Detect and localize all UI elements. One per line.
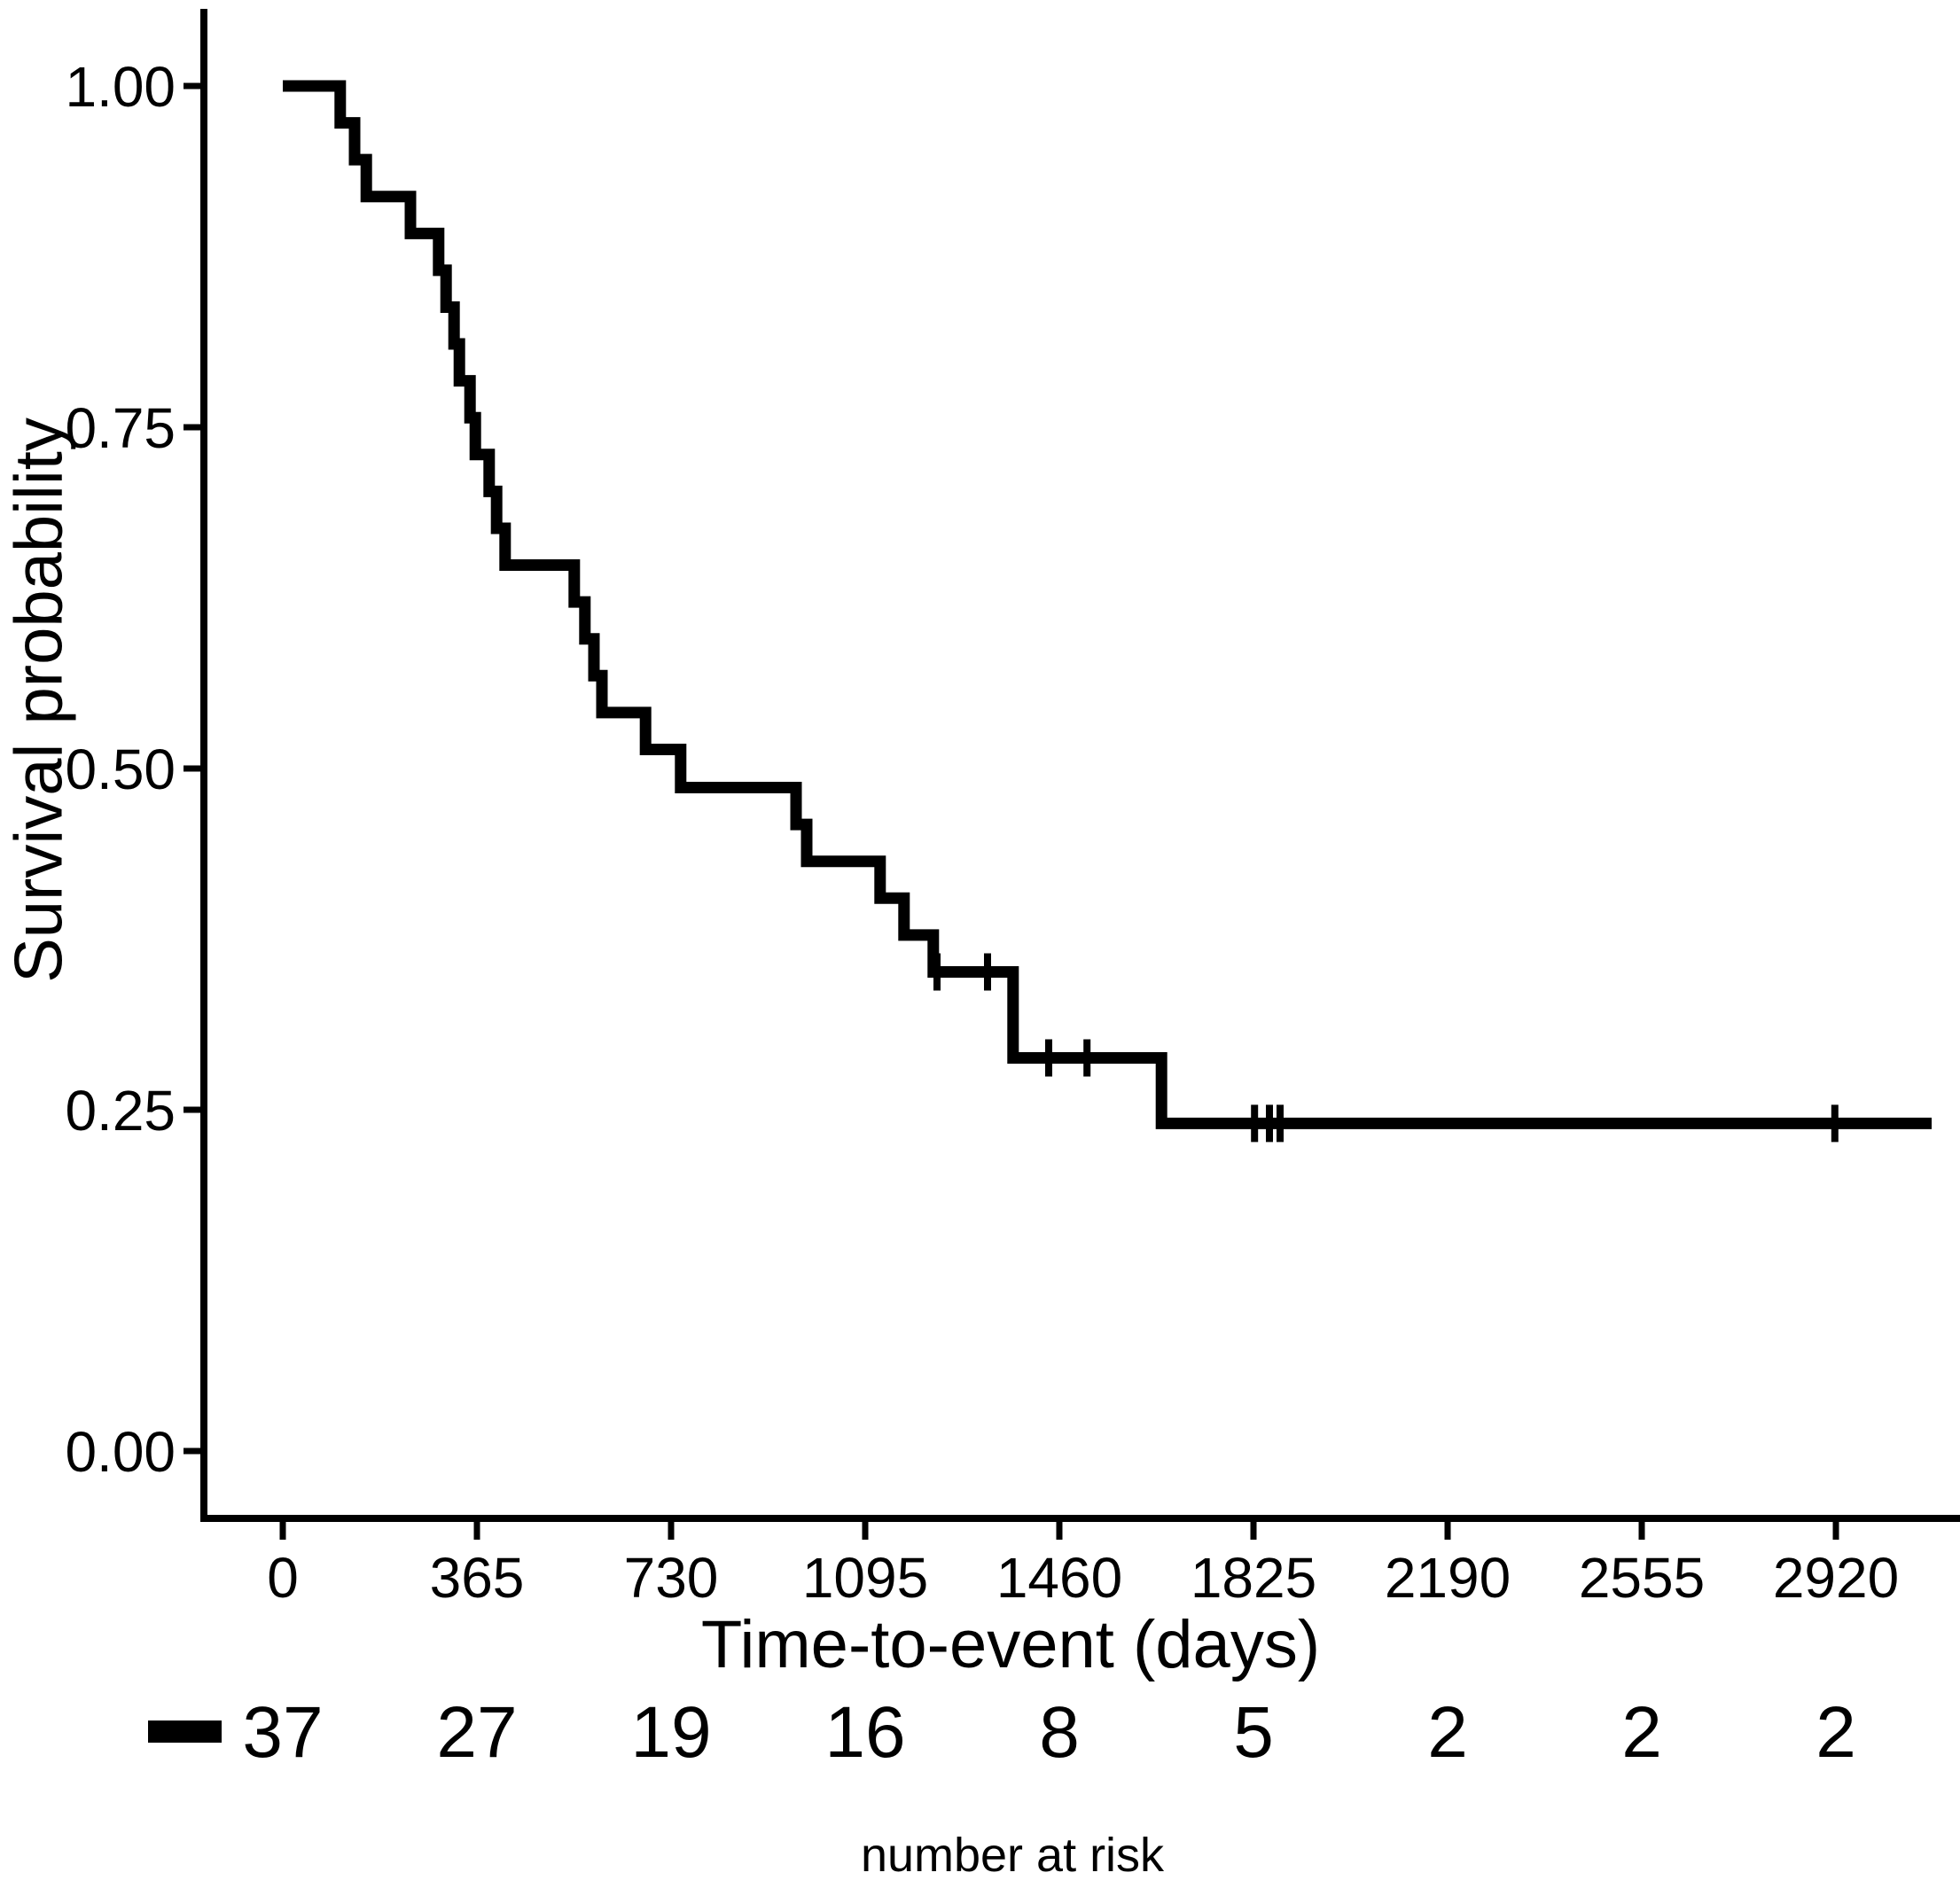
y-tick-label: 1.00 [65,55,176,119]
survival-curve [283,80,1932,1129]
y-tick-label: 0.00 [65,1420,176,1484]
risk-count: 16 [824,1692,905,1773]
x-tick-label: 0 [267,1546,299,1610]
risk-count: 8 [1039,1692,1080,1773]
y-axis-title: Survival probability [1,417,77,983]
x-tick-label: 1460 [996,1546,1122,1610]
risk-count: 2 [1621,1692,1662,1773]
y-tick-label: 0.50 [65,737,176,801]
risk-count: 37 [242,1692,323,1773]
risk-table-caption: number at risk [860,1829,1165,1882]
y-tick-label: 0.75 [65,396,176,460]
x-tick-label: 365 [430,1546,525,1610]
km-step-path [283,80,1932,1129]
x-tick-label: 1095 [802,1546,928,1610]
censor-marks [933,953,1839,1143]
x-axis-title: Time-to-event (days) [700,1607,1321,1682]
y-tick-label: 0.25 [65,1079,176,1143]
axes [184,9,1960,1540]
tick-labels: 0.00 0.25 0.50 0.75 1.00 0 365 730 1095 1460 1825 2… [65,55,1899,1610]
x-tick-label: 2190 [1385,1546,1511,1610]
risk-count: 2 [1427,1692,1468,1773]
x-tick-label: 2920 [1773,1546,1899,1610]
risk-count: 5 [1233,1692,1274,1773]
x-tick-label: 730 [624,1546,719,1610]
x-tick-label: 2555 [1579,1546,1705,1610]
risk-count: 2 [1816,1692,1856,1773]
risk-count: 27 [436,1692,517,1773]
risk-count: 19 [630,1692,711,1773]
x-tick-label: 1825 [1191,1546,1316,1610]
legend-dash-icon [148,1720,222,1743]
risk-table-row: 37 27 19 16 8 5 2 2 2 [148,1692,1856,1773]
